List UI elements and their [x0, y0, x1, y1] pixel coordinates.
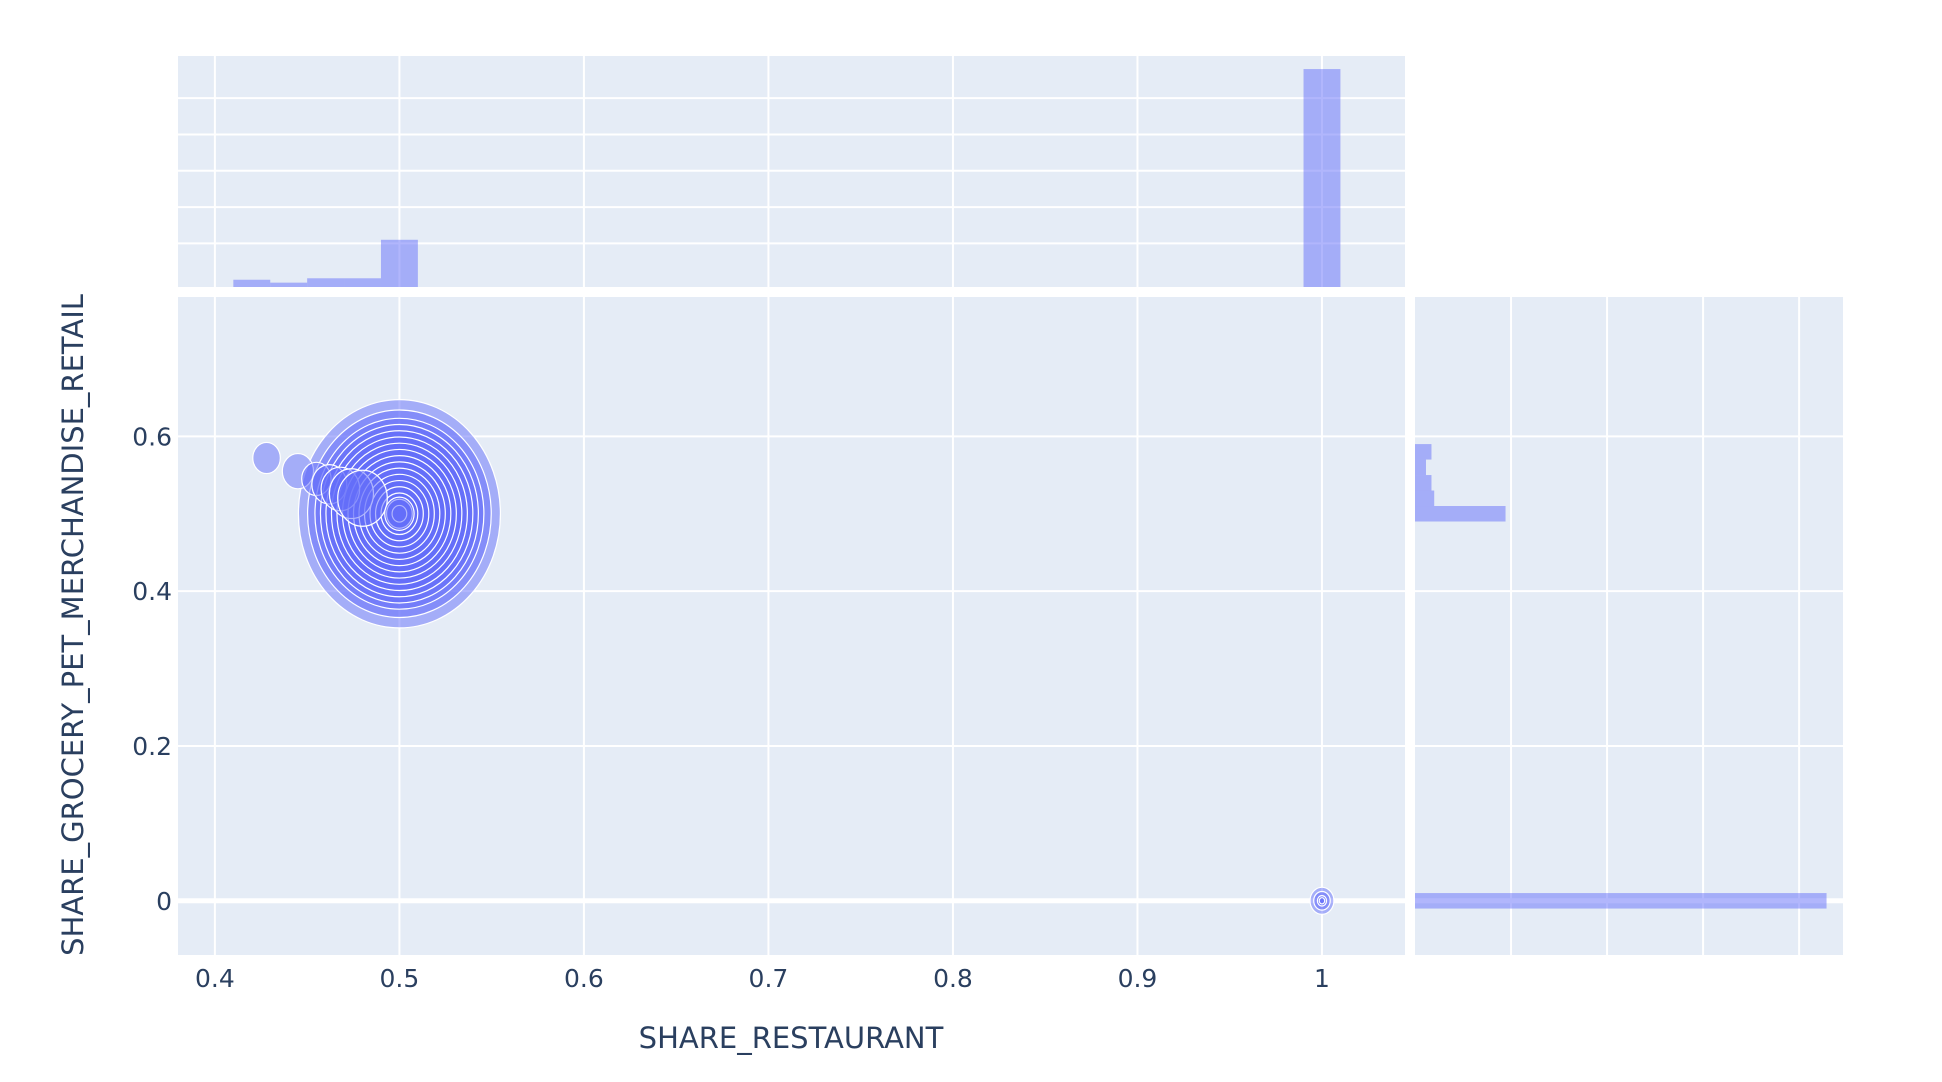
y-histogram-bar — [1415, 490, 1435, 507]
y-histogram-bar — [1415, 459, 1426, 476]
x-histogram-bar — [270, 282, 308, 287]
x-tick-label: 1 — [1314, 964, 1330, 993]
y-histogram-panel — [1415, 297, 1843, 955]
x-histogram-bars — [233, 69, 1341, 287]
x-histogram-bar — [380, 239, 418, 287]
main-gridlines — [178, 297, 1405, 955]
main-plot-panel — [178, 297, 1405, 955]
y-axis-title: SHARE_GROCERY_PET_MERCHANDISE_RETAIL — [56, 294, 90, 956]
y-histogram-bar — [1415, 506, 1506, 522]
y-tick-label: 0 — [156, 887, 172, 916]
x-tick-label: 0.5 — [380, 964, 420, 993]
bubble-markers — [252, 399, 1335, 915]
bubble-point — [337, 469, 388, 527]
y-tick-label: 0.2 — [132, 732, 172, 761]
x-tick-label: 0.7 — [749, 964, 789, 993]
main-plot-background — [178, 297, 1405, 955]
x-histogram-bar — [344, 278, 381, 287]
y-tick-label: 0.6 — [132, 422, 172, 451]
bubble-point — [252, 441, 281, 475]
x-histogram-panel — [178, 56, 1405, 287]
y-histogram-bar — [1415, 893, 1827, 909]
y-histogram-background — [1415, 297, 1843, 955]
y-axis-tick-labels: 0 0.2 0.4 0.6 — [132, 422, 172, 915]
x-tick-label: 0.8 — [933, 964, 973, 993]
y-histogram-bar — [1415, 444, 1432, 460]
bubble-point — [1318, 897, 1326, 905]
y-histogram-bars — [1415, 444, 1827, 909]
y-histogram-bar — [1415, 475, 1432, 491]
x-axis-title: SHARE_RESTAURANT — [639, 1021, 944, 1055]
bubble-point — [384, 496, 415, 531]
x-histogram-bar — [233, 279, 271, 287]
y-tick-label: 0.4 — [132, 577, 172, 606]
x-axis-tick-labels: 0.4 0.5 0.6 0.7 0.8 0.9 1 — [195, 964, 1330, 993]
x-tick-label: 0.4 — [195, 964, 235, 993]
x-tick-label: 0.9 — [1118, 964, 1158, 993]
x-tick-label: 0.6 — [564, 964, 604, 993]
x-histogram-bar — [1303, 69, 1341, 287]
x-histogram-bar — [307, 278, 345, 287]
